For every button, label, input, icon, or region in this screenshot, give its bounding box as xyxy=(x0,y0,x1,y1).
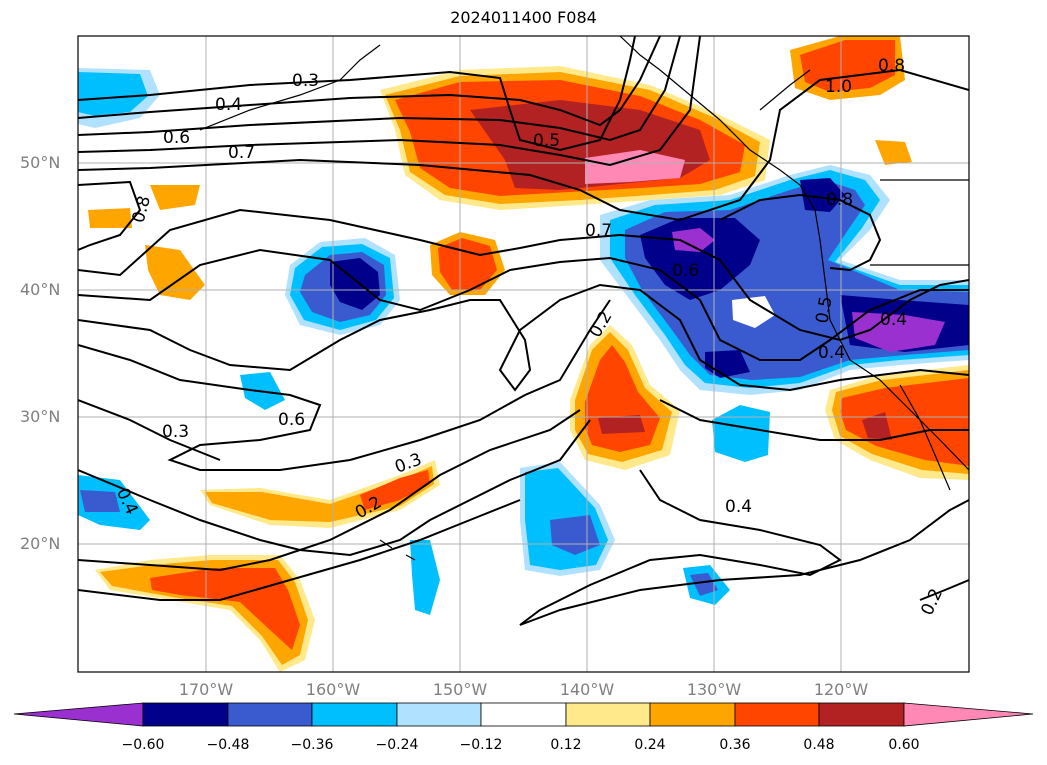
positive-anomaly-area xyxy=(205,466,434,522)
positive-anomaly-area xyxy=(360,470,430,510)
lon-label: 150°W xyxy=(432,680,488,699)
contour-label: 0.4 xyxy=(818,343,845,363)
positive-anomaly-area xyxy=(145,245,205,300)
colorbar-tick: 0.36 xyxy=(719,737,751,753)
negative-anomaly-area xyxy=(80,490,120,512)
colorbar-segment xyxy=(142,702,229,727)
colorbar-segment xyxy=(480,702,567,727)
contour-label: 1.0 xyxy=(825,77,852,97)
contour-label: 0.4 xyxy=(215,95,242,115)
positive-anomaly-area xyxy=(88,208,132,228)
positive-anomaly-area xyxy=(875,140,912,165)
colorbar-tick: −0.24 xyxy=(375,737,419,753)
colorbar-segment xyxy=(227,702,313,727)
colorbar-tick: −0.36 xyxy=(290,737,334,753)
positive-anomaly-area xyxy=(840,378,969,466)
lat-label: 30°N xyxy=(20,407,61,426)
colorbar-tick: 0.60 xyxy=(888,737,920,753)
contour-label: 0.4 xyxy=(880,310,907,330)
negative-anomaly-area xyxy=(410,540,440,615)
contour-label: 0.5 xyxy=(812,295,836,325)
colorbar-segment xyxy=(734,702,820,727)
colorbar-tick: 0.48 xyxy=(803,737,835,753)
colorbar-segment xyxy=(396,702,482,727)
shaded-fields xyxy=(78,36,969,672)
negative-anomaly-area xyxy=(690,573,718,596)
colorbar-tick: 0.12 xyxy=(550,737,582,753)
contour-label: 0.7 xyxy=(585,221,612,241)
positive-anomaly-area xyxy=(585,150,685,184)
colorbar-tick: −0.60 xyxy=(121,737,165,753)
colorbar-segment xyxy=(903,702,1034,727)
lon-label: 160°W xyxy=(305,680,361,699)
contour-label: 0.5 xyxy=(533,131,560,151)
contour-label: 0.4 xyxy=(725,497,752,517)
contour-label: 0.6 xyxy=(163,128,190,148)
colorbar-tick: 0.24 xyxy=(634,737,666,753)
contour-label: 0.6 xyxy=(278,410,305,430)
contour-label: 0.8 xyxy=(878,56,905,76)
colorbar-segment xyxy=(13,702,144,727)
negative-anomaly-area xyxy=(712,405,770,462)
negative-anomaly-area xyxy=(78,72,148,116)
positive-anomaly-area xyxy=(438,238,497,290)
lon-label: 120°W xyxy=(813,680,869,699)
positive-anomaly-area xyxy=(862,412,892,440)
colorbar-tick: −0.48 xyxy=(206,737,250,753)
colorbar-segment xyxy=(311,702,398,727)
lon-label: 140°W xyxy=(559,680,615,699)
contour-label: 0.8 xyxy=(826,190,853,210)
lat-label: 50°N xyxy=(20,153,61,172)
lon-label: 170°W xyxy=(178,680,234,699)
lon-label: 130°W xyxy=(686,680,742,699)
neutral-hole xyxy=(732,296,775,328)
contour-label: 0.6 xyxy=(672,261,699,281)
map-frame xyxy=(77,35,970,673)
lat-label: 40°N xyxy=(20,280,61,299)
colorbar-tick: −0.12 xyxy=(459,737,503,753)
coastlines xyxy=(199,36,969,561)
contour-label: 0.3 xyxy=(162,422,189,442)
colorbar-segment xyxy=(818,702,905,727)
negative-anomaly-area xyxy=(852,312,945,352)
contour-label: 0.3 xyxy=(292,71,319,91)
gridlines xyxy=(78,36,969,672)
contour-lines xyxy=(78,36,969,626)
positive-anomaly-area xyxy=(150,185,200,210)
colorbar xyxy=(13,702,1034,727)
lat-label: 20°N xyxy=(20,534,61,553)
contour-label: 0.7 xyxy=(228,143,255,163)
colorbar-segment xyxy=(649,702,736,727)
map-title: 2024011400 F084 xyxy=(450,8,597,27)
negative-anomaly-area xyxy=(672,228,715,252)
colorbar-segment xyxy=(565,702,651,727)
positive-anomaly-area xyxy=(598,415,645,434)
